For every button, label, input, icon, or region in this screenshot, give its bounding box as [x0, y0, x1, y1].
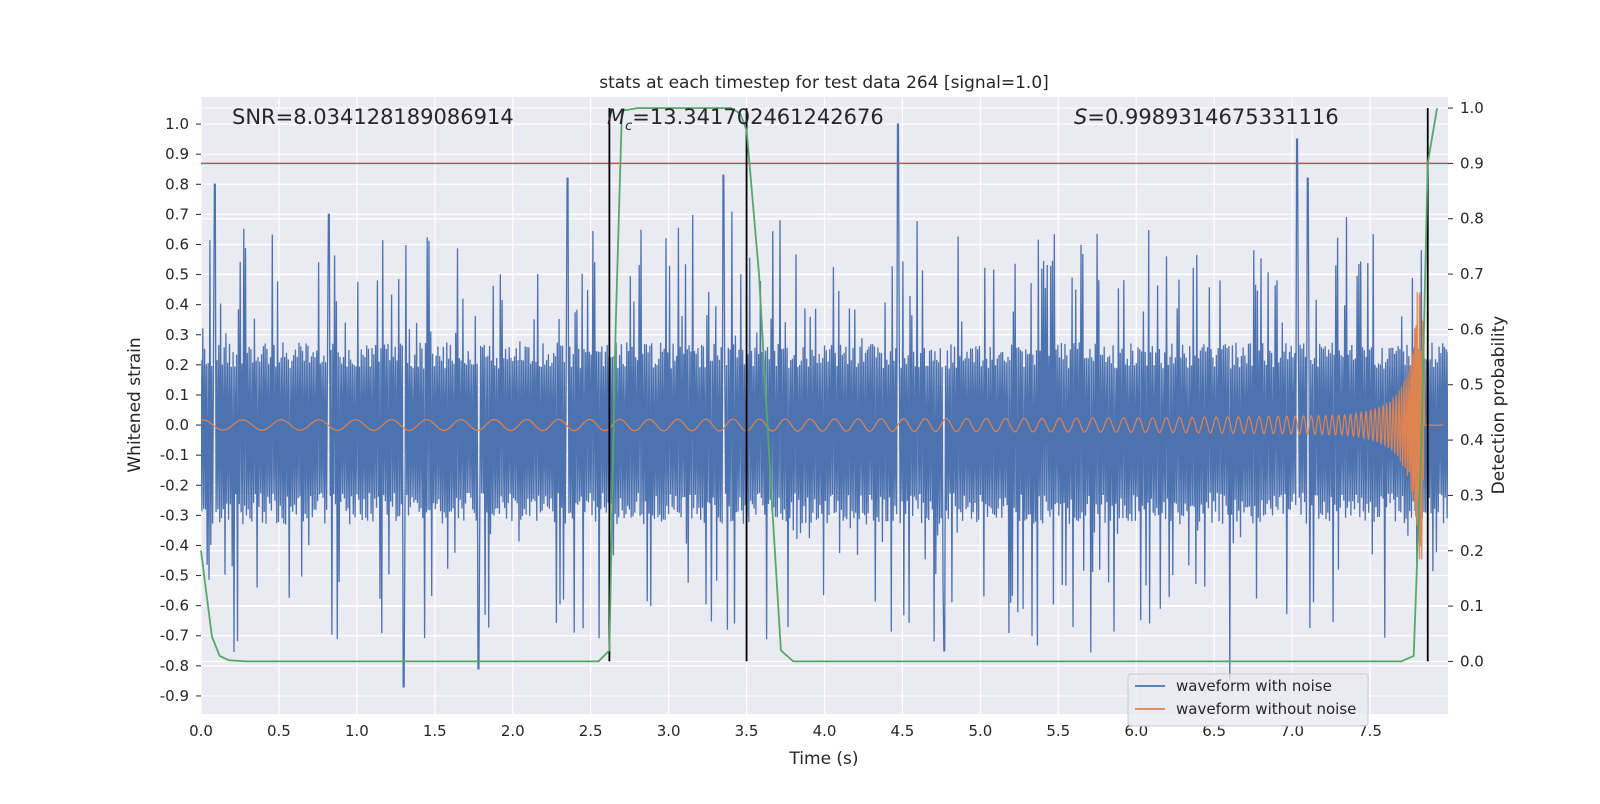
- noise-series: [201, 123, 1448, 688]
- y-tick-label: 0.3: [165, 326, 189, 344]
- y2-tick-label: 0.5: [1460, 376, 1484, 394]
- y-tick-label: 0.2: [165, 356, 189, 374]
- chart-title: stats at each timestep for test data 264…: [599, 73, 1049, 93]
- tick-layer: 0.0 0.5 1.0 1.5 2.0 2.5 3.0 3.5 4.0 4.5 5.0 5.5 6.0 6…: [160, 99, 1484, 740]
- x-tick-label: 0.0: [189, 722, 213, 740]
- y2-tick-label: 0.0: [1460, 652, 1484, 670]
- x-tick-label: 5.5: [1046, 722, 1070, 740]
- y-tick-label: -0.6: [160, 597, 189, 615]
- snr-annotation: SNR=8.034128189086914: [232, 105, 514, 129]
- x-tick-label: 5.0: [968, 722, 992, 740]
- x-tick-label: 2.0: [501, 722, 525, 740]
- legend-box: [1127, 673, 1369, 727]
- y-tick-label: -0.4: [160, 536, 189, 554]
- y2-tick-label: 0.8: [1460, 210, 1484, 228]
- y2-tick-label: 0.3: [1460, 486, 1484, 504]
- y2-tick-label: 0.2: [1460, 542, 1484, 560]
- y2-tick-label: 0.9: [1460, 154, 1484, 172]
- x-tick-label: 2.5: [579, 722, 603, 740]
- x-tick-label: 1.0: [345, 722, 369, 740]
- y-tick-label: -0.9: [160, 687, 189, 705]
- y2-axis-label: Detection probability: [1489, 316, 1509, 495]
- y-tick-label: 0.1: [165, 386, 189, 404]
- y-tick-label: 1.0: [165, 115, 189, 133]
- y-tick-label: 0.0: [165, 416, 189, 434]
- y2-tick-label: 0.1: [1460, 597, 1484, 615]
- s-annotation: S=0.9989314675331116: [1074, 105, 1339, 129]
- chirp-mass-symbol: M: [607, 105, 625, 129]
- y-tick-label: -0.2: [160, 476, 189, 494]
- legend-label-clean: waveform without noise: [1176, 700, 1356, 718]
- y-tick-label: 0.9: [165, 145, 189, 163]
- y-tick-label: -0.7: [160, 627, 189, 645]
- y-tick-label: -0.5: [160, 567, 189, 585]
- chirp-mass-value: =13.341702461242676: [632, 105, 883, 129]
- probability-line: [200, 107, 1438, 663]
- chirp-mass-annotation: Mc=13.341702461242676: [607, 105, 884, 134]
- y2-tick-label: 0.6: [1460, 320, 1484, 338]
- x-tick-label: 1.5: [423, 722, 447, 740]
- overlay-layer: [200, 107, 1448, 663]
- y-tick-label: -0.3: [160, 506, 189, 524]
- x-tick-label: 3.0: [657, 722, 681, 740]
- clean-waveform-line: [201, 291, 1444, 560]
- y-tick-label: 0.5: [165, 266, 189, 284]
- s-value: =0.9989314675331116: [1087, 105, 1338, 129]
- y-tick-label: 0.6: [165, 235, 189, 253]
- x-tick-label: 0.5: [267, 722, 291, 740]
- y-tick-label: 0.4: [165, 296, 189, 314]
- s-symbol: S: [1074, 105, 1087, 129]
- y-tick-label: -0.8: [160, 657, 189, 675]
- clean-series: [201, 291, 1444, 560]
- legend: waveform with noise waveform without noi…: [1127, 673, 1369, 727]
- x-axis-label: Time (s): [788, 749, 858, 769]
- legend-label-noise: waveform with noise: [1176, 677, 1332, 695]
- noisy-waveform-line: [201, 123, 1448, 688]
- x-tick-label: 4.0: [813, 722, 837, 740]
- y-tick-label: 0.7: [165, 205, 189, 223]
- chirp-mass-subscript: c: [625, 119, 632, 134]
- x-tick-label: 3.5: [735, 722, 759, 740]
- y2-tick-label: 1.0: [1460, 99, 1484, 117]
- y-axis-label: Whitened strain: [125, 337, 145, 472]
- y-tick-label: -0.1: [160, 446, 189, 464]
- y2-tick-label: 0.7: [1460, 265, 1484, 283]
- y2-tick-label: 0.4: [1460, 431, 1484, 449]
- y-tick-label: 0.8: [165, 175, 189, 193]
- x-tick-label: 4.5: [891, 722, 915, 740]
